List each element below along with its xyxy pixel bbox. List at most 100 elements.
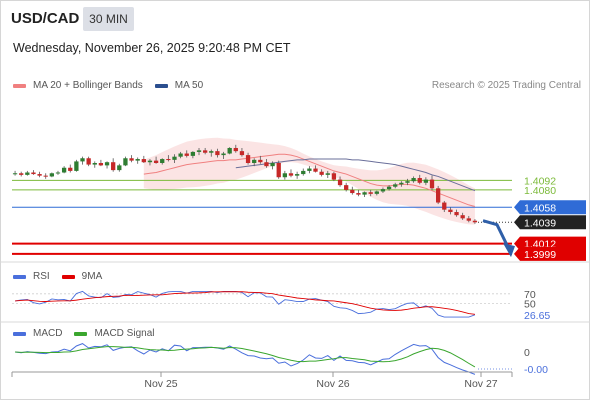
candle-body: [68, 167, 73, 171]
candle-body: [270, 163, 275, 167]
macd-zero-label: 0: [524, 347, 530, 359]
candle-body: [31, 172, 36, 175]
candle-body: [307, 168, 312, 171]
candle-body: [55, 172, 61, 174]
candle-body: [61, 167, 67, 173]
candle-body: [178, 153, 183, 157]
ma20-line: [143, 153, 476, 207]
candle-body: [166, 159, 171, 161]
candle-body: [294, 174, 300, 176]
candle-body: [104, 162, 110, 166]
candle-body: [252, 159, 257, 163]
candle-body: [350, 189, 355, 194]
price-tag-label: 1.4058: [524, 202, 556, 214]
candle-body: [25, 172, 30, 175]
main-legend: MA 20 + Bollinger Bands MA 50: [13, 80, 215, 91]
candle-body: [417, 178, 422, 183]
candle-body: [472, 220, 478, 223]
macd-signal-legend-label: MACD Signal: [94, 328, 155, 339]
x-axis-label: Nov 27: [464, 378, 497, 390]
candle-body: [466, 218, 471, 221]
candle-body: [386, 186, 392, 190]
candle-body: [160, 159, 165, 163]
timeframe-selector[interactable]: 30 MIN: [83, 7, 134, 31]
candle-body: [282, 173, 288, 178]
candle-body: [190, 151, 196, 156]
rsi-last-label: 26.65: [524, 310, 550, 322]
candle-body: [423, 179, 429, 183]
candle-body: [460, 215, 465, 219]
ma50-legend-swatch: [154, 83, 168, 88]
candle-body: [19, 173, 24, 175]
candle-body: [276, 163, 281, 178]
ma20-legend-label: MA 20 + Bollinger Bands: [33, 80, 143, 91]
price-tag-1.3999: [514, 246, 586, 261]
candle-body: [411, 178, 416, 182]
candle-body: [239, 151, 245, 156]
macd-signal-line: [15, 346, 476, 368]
forecast-arrowhead: [503, 243, 515, 258]
bollinger-band-area: [143, 137, 475, 225]
candle-body: [209, 151, 214, 153]
candle-body: [37, 174, 42, 176]
price-tag-label: 1.4039: [524, 217, 556, 229]
candle-body: [368, 192, 373, 194]
candle-body: [331, 173, 337, 180]
candle-body: [288, 173, 294, 176]
candle-body: [147, 160, 153, 163]
candle-body: [202, 150, 208, 153]
candle-body: [362, 192, 367, 195]
candle-body: [245, 155, 251, 163]
candle-body: [442, 202, 447, 210]
macd-legend-label: MACD: [33, 328, 63, 339]
candle-body: [227, 147, 232, 154]
forecast-arrow: [482, 219, 511, 250]
rsi-legend: RSI 9MA: [13, 271, 114, 282]
candle-body: [153, 160, 159, 163]
credit-text: Research © 2025 Trading Central: [431, 80, 581, 91]
macd-legend: MACD MACD Signal: [13, 328, 166, 339]
rsi-9ma-legend-label: 9MA: [81, 271, 103, 282]
candle-body: [393, 184, 398, 187]
price-tag-label: 1.3999: [524, 249, 556, 261]
candle-body: [80, 158, 85, 162]
rsi-legend-swatch: [13, 274, 26, 279]
candle-body: [135, 159, 140, 161]
candle-body: [344, 185, 349, 190]
candle-body: [454, 212, 459, 216]
candle-body: [429, 179, 435, 189]
rsi-line: [14, 290, 476, 318]
rsi-legend-label: RSI: [33, 271, 50, 282]
candle-body: [196, 150, 202, 152]
candle-body: [356, 193, 361, 195]
candle-body: [12, 173, 18, 175]
price-tag-1.4058: [514, 200, 586, 215]
candle-body: [172, 156, 177, 160]
candle-body: [264, 162, 269, 167]
candle-body: [380, 189, 386, 192]
macd-legend-swatch: [13, 331, 26, 336]
candle-body: [123, 158, 128, 166]
rsi-level-label: 50: [524, 299, 536, 311]
candle-body: [92, 163, 97, 165]
candle-body: [399, 182, 404, 185]
rsi-9ma-legend-swatch: [61, 274, 75, 279]
candle-body: [86, 158, 91, 165]
candle-body: [319, 171, 324, 175]
candle-body: [233, 147, 238, 152]
candle-body: [337, 179, 343, 186]
candle-body: [405, 181, 410, 183]
candle-body: [111, 162, 116, 171]
candle-body: [129, 158, 134, 161]
ma50-line: [235, 158, 476, 192]
price-level-label: 1.4092: [524, 175, 556, 187]
candle-body: [215, 151, 220, 156]
symbol-title: USD/CAD: [11, 10, 80, 27]
candle-body: [221, 153, 226, 156]
ma50-legend-label: MA 50: [174, 80, 204, 91]
candle-body: [141, 159, 146, 163]
macd-last-label: -0.00: [524, 364, 548, 376]
price-level-label: 1.4080: [524, 185, 556, 197]
x-axis-label: Nov 26: [316, 378, 349, 390]
